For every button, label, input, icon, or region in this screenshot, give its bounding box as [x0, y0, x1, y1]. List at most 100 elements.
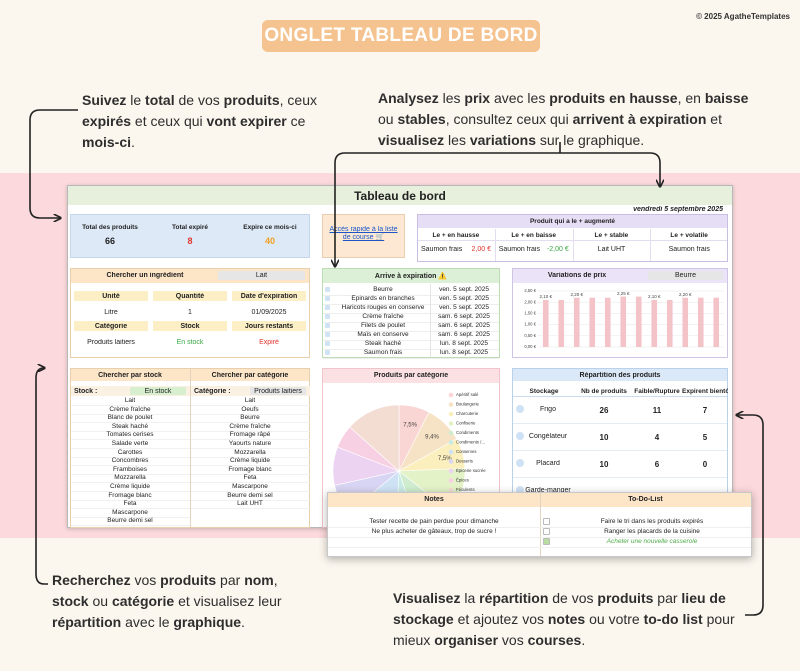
storage-column-header: Stockage: [529, 388, 559, 395]
row-separator: [71, 516, 190, 518]
price-product: Saumon frais: [421, 246, 463, 253]
callout-text: .: [581, 632, 586, 648]
ingredient-value: Expiré: [259, 339, 279, 346]
callout-bold-text: lieu de stockage: [393, 590, 726, 627]
storage-icon: [516, 405, 524, 413]
callout-text: vos: [130, 572, 161, 588]
list-item: Crème fraîche: [109, 405, 151, 413]
list-item: Steak haché: [111, 422, 149, 430]
y-tick-label: 2,00 €: [524, 299, 536, 304]
storage-value: 10: [599, 433, 609, 442]
row-icon: [325, 314, 330, 319]
chart-title: Produits par catégorie: [373, 372, 449, 379]
dropdown-value: Beurre: [674, 272, 696, 279]
callout: Recherchez vos produits par nom, stock o…: [52, 570, 284, 633]
storage-location: Placard: [536, 460, 560, 467]
notes-title: Notes: [424, 496, 444, 503]
value-label: 7,5%: [403, 422, 417, 428]
storage-header: [513, 369, 727, 381]
list-item: Mascarpone: [112, 508, 148, 516]
column-separator: [650, 229, 652, 261]
callout-bold-text: visualisez: [378, 132, 445, 148]
callout-bold-text: arrivent à expiration: [572, 111, 707, 127]
quick-access-link[interactable]: Accès rapide à la liste de course 🛒: [329, 226, 398, 241]
todo-item: Ranger les placards de la cuisine: [604, 528, 700, 535]
list-item: Feta: [123, 500, 137, 508]
row-separator: [71, 422, 190, 424]
expiring-product: Maïs en conserve: [357, 331, 409, 338]
chart-title: Variations de prix: [547, 272, 607, 279]
bar: [713, 297, 720, 347]
row-separator: [191, 473, 310, 475]
checkbox[interactable]: [543, 528, 550, 535]
legend-label: Féculents: [456, 487, 475, 492]
bar: [542, 299, 549, 347]
callout-bold-text: Suivez: [82, 92, 127, 108]
price-column-header: Le + en hausse: [432, 232, 480, 239]
row-separator: [323, 357, 499, 359]
row-separator: [513, 450, 727, 451]
legend-label: Charcuterie: [456, 411, 479, 416]
callout-bold-text: variations: [469, 132, 536, 148]
total-label: Expire ce mois-ci: [243, 224, 297, 231]
notes-header: [328, 493, 751, 507]
callout: Visualisez la répartition de vos produit…: [393, 588, 743, 651]
list-item: Fromage râpé: [229, 431, 271, 439]
row-separator: [71, 491, 190, 492]
expiry-date: sam. 6 sept. 2025: [438, 313, 490, 320]
row-separator: [191, 430, 310, 432]
callout-text: et visualisez leur: [174, 593, 282, 609]
callout-bold-text: courses: [527, 632, 582, 648]
callout-bold-text: baisse: [704, 90, 749, 106]
label-cell: [232, 291, 306, 301]
y-tick-label: 1,50 €: [524, 311, 536, 316]
storage-panel: [512, 368, 728, 500]
price-column-header: Le + stable: [594, 232, 629, 239]
callout-text: , en: [677, 90, 705, 106]
legend-label: Épicerie sucrée: [456, 468, 486, 473]
legend-label: Épices: [456, 478, 469, 483]
row-separator: [323, 312, 499, 314]
checkbox[interactable]: [543, 518, 550, 525]
checkbox[interactable]: [543, 538, 550, 545]
row-separator: [71, 456, 190, 458]
bar-chart: 0,00 €0,50 €1,00 €1,50 €2,00 €2,50 €2,10…: [524, 288, 724, 349]
label-cell: [74, 291, 148, 301]
callout-text: par: [216, 572, 245, 588]
row-separator: [71, 413, 190, 415]
value-label: 7,5%: [438, 456, 452, 462]
row-separator: [191, 439, 310, 441]
row-separator: [71, 430, 190, 432]
storage-location: Frigo: [540, 406, 556, 413]
ingredient-panel: [70, 268, 310, 358]
dropdown-value: Produits laitiers: [254, 388, 302, 395]
pie-slice: [349, 404, 400, 472]
ingredient-title: Chercher un ingrédient: [106, 272, 184, 279]
value-label: 2,20 €: [679, 292, 692, 297]
callout-bold-text: mois-ci: [82, 134, 132, 150]
row-separator: [191, 448, 310, 449]
storage-location: Garde-manger: [525, 487, 571, 494]
row-separator: [71, 525, 190, 527]
legend-swatch: [448, 430, 454, 436]
legend-swatch: [448, 411, 454, 417]
callout-text: les: [444, 132, 470, 148]
value-label: 2,10 €: [648, 294, 661, 299]
callout-bold-text: expirés: [82, 113, 132, 129]
list-item: Salade verte: [111, 440, 149, 447]
list-item: Mascarpone: [232, 483, 268, 490]
dropdown: [250, 387, 306, 395]
list-item: Mozzarella: [114, 474, 146, 482]
price-column-header: Le + volatile: [670, 232, 708, 239]
expiring-product: Épinards en branches: [351, 295, 415, 302]
label-cell: [232, 321, 306, 331]
row-icon: [325, 305, 330, 310]
callout-text: et ceux qui: [131, 113, 207, 129]
callout-text: les: [438, 90, 465, 106]
bar: [558, 299, 565, 347]
storage-icon: [516, 486, 524, 494]
row-separator: [191, 499, 310, 501]
ingredient-value: Litre: [104, 309, 118, 316]
callout-bold-text: stables: [397, 111, 446, 127]
callout-text: de vos: [548, 590, 598, 606]
